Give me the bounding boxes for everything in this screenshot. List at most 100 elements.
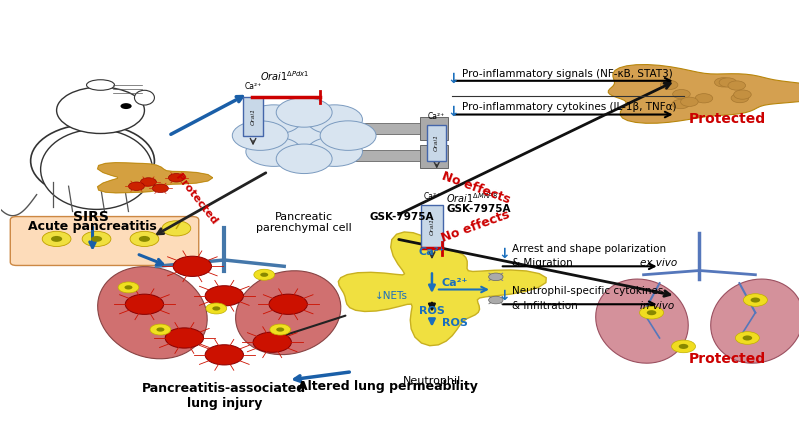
Text: Orai1: Orai1 bbox=[250, 108, 255, 125]
Circle shape bbox=[306, 105, 362, 135]
Text: GSK-7975A: GSK-7975A bbox=[370, 212, 434, 222]
Circle shape bbox=[731, 93, 749, 103]
Circle shape bbox=[157, 327, 165, 332]
Circle shape bbox=[91, 236, 102, 242]
Circle shape bbox=[742, 335, 752, 341]
Circle shape bbox=[212, 306, 220, 310]
Circle shape bbox=[671, 340, 695, 353]
Circle shape bbox=[150, 324, 170, 335]
Ellipse shape bbox=[134, 90, 154, 105]
Circle shape bbox=[126, 294, 164, 314]
Text: Neutrophil: Neutrophil bbox=[403, 376, 461, 386]
Circle shape bbox=[276, 121, 332, 150]
Text: Ca²⁺: Ca²⁺ bbox=[245, 82, 262, 91]
Text: Ca²⁺: Ca²⁺ bbox=[428, 112, 446, 121]
FancyBboxPatch shape bbox=[427, 125, 446, 161]
Circle shape bbox=[246, 105, 302, 135]
Circle shape bbox=[125, 285, 133, 289]
Circle shape bbox=[719, 78, 737, 87]
Ellipse shape bbox=[30, 124, 154, 198]
Circle shape bbox=[246, 137, 302, 166]
Text: Protected: Protected bbox=[174, 172, 219, 226]
Circle shape bbox=[673, 90, 690, 99]
Bar bbox=[348, 150, 428, 161]
Circle shape bbox=[205, 286, 243, 306]
Text: Neutrophil-specific cytokines: Neutrophil-specific cytokines bbox=[512, 286, 663, 296]
Circle shape bbox=[153, 184, 169, 192]
Circle shape bbox=[129, 182, 145, 190]
Text: & Infiltration: & Infiltration bbox=[512, 301, 578, 310]
Text: Ca²⁺: Ca²⁺ bbox=[423, 192, 441, 201]
Circle shape bbox=[660, 80, 678, 90]
Text: No effects: No effects bbox=[440, 208, 512, 244]
Text: ex vivo: ex vivo bbox=[639, 258, 677, 269]
Text: ↓: ↓ bbox=[448, 105, 459, 119]
Circle shape bbox=[169, 173, 184, 182]
Circle shape bbox=[306, 137, 362, 166]
Circle shape bbox=[681, 97, 698, 107]
Circle shape bbox=[206, 303, 226, 314]
Circle shape bbox=[253, 332, 291, 352]
Text: Acute pancreatitis: Acute pancreatitis bbox=[28, 220, 157, 233]
Text: in vivo: in vivo bbox=[639, 301, 674, 310]
Circle shape bbox=[173, 256, 211, 276]
Text: $Orai1^{\Delta Pdx1}$: $Orai1^{\Delta Pdx1}$ bbox=[260, 69, 310, 83]
Circle shape bbox=[646, 310, 656, 315]
Text: $Orai1^{\Delta MRP8}$: $Orai1^{\Delta MRP8}$ bbox=[446, 191, 498, 205]
Circle shape bbox=[695, 93, 713, 103]
Circle shape bbox=[714, 78, 732, 87]
Polygon shape bbox=[608, 65, 800, 123]
Circle shape bbox=[82, 231, 111, 247]
Text: ↓: ↓ bbox=[498, 247, 510, 261]
Text: Arrest and shape polarization: Arrest and shape polarization bbox=[512, 244, 666, 254]
Circle shape bbox=[750, 297, 760, 302]
Circle shape bbox=[166, 328, 203, 348]
Text: Orai1: Orai1 bbox=[430, 218, 434, 235]
Text: ↓NETs: ↓NETs bbox=[375, 291, 408, 301]
Text: ↓: ↓ bbox=[448, 71, 459, 86]
Text: ROS: ROS bbox=[442, 318, 467, 328]
Ellipse shape bbox=[41, 129, 153, 209]
Text: Orai1: Orai1 bbox=[434, 134, 439, 151]
Text: & Migration: & Migration bbox=[512, 258, 573, 269]
Bar bbox=[420, 117, 448, 140]
Circle shape bbox=[678, 344, 688, 349]
Text: Pancreatic
parenchymal cell: Pancreatic parenchymal cell bbox=[256, 212, 352, 233]
Text: Pro-inflammatory cytokines (IL-1β, TNFα): Pro-inflammatory cytokines (IL-1β, TNFα) bbox=[462, 102, 677, 113]
Text: ROS: ROS bbox=[419, 305, 445, 316]
Text: Protected: Protected bbox=[689, 352, 766, 366]
Circle shape bbox=[276, 327, 284, 332]
Circle shape bbox=[270, 324, 290, 335]
Text: GSK-7975A: GSK-7975A bbox=[446, 203, 511, 214]
Circle shape bbox=[139, 236, 150, 242]
Text: Pro-inflammatory signals (NF-κB, STAT3): Pro-inflammatory signals (NF-κB, STAT3) bbox=[462, 69, 673, 79]
Circle shape bbox=[232, 121, 288, 150]
Ellipse shape bbox=[236, 271, 341, 354]
Circle shape bbox=[57, 87, 145, 134]
Ellipse shape bbox=[596, 279, 688, 363]
Circle shape bbox=[489, 273, 503, 280]
Circle shape bbox=[130, 231, 159, 247]
Circle shape bbox=[639, 306, 663, 319]
Text: SIRS: SIRS bbox=[73, 210, 109, 224]
Polygon shape bbox=[98, 163, 213, 193]
Circle shape bbox=[121, 103, 132, 109]
Ellipse shape bbox=[86, 80, 114, 90]
Circle shape bbox=[141, 178, 157, 186]
Bar bbox=[348, 123, 428, 134]
Circle shape bbox=[205, 345, 243, 365]
Text: ↓: ↓ bbox=[498, 289, 510, 303]
Circle shape bbox=[320, 121, 376, 150]
Circle shape bbox=[276, 98, 332, 127]
FancyBboxPatch shape bbox=[421, 205, 443, 248]
Circle shape bbox=[734, 90, 751, 99]
Text: Pancreatitis-associated
lung injury: Pancreatitis-associated lung injury bbox=[142, 382, 306, 409]
Text: Ca²⁺: Ca²⁺ bbox=[442, 278, 468, 288]
Circle shape bbox=[743, 294, 767, 306]
Circle shape bbox=[51, 236, 62, 242]
Text: Altered lung permeability: Altered lung permeability bbox=[298, 380, 478, 393]
Circle shape bbox=[162, 221, 190, 236]
Circle shape bbox=[672, 99, 690, 109]
Circle shape bbox=[260, 273, 268, 277]
Circle shape bbox=[269, 294, 307, 314]
